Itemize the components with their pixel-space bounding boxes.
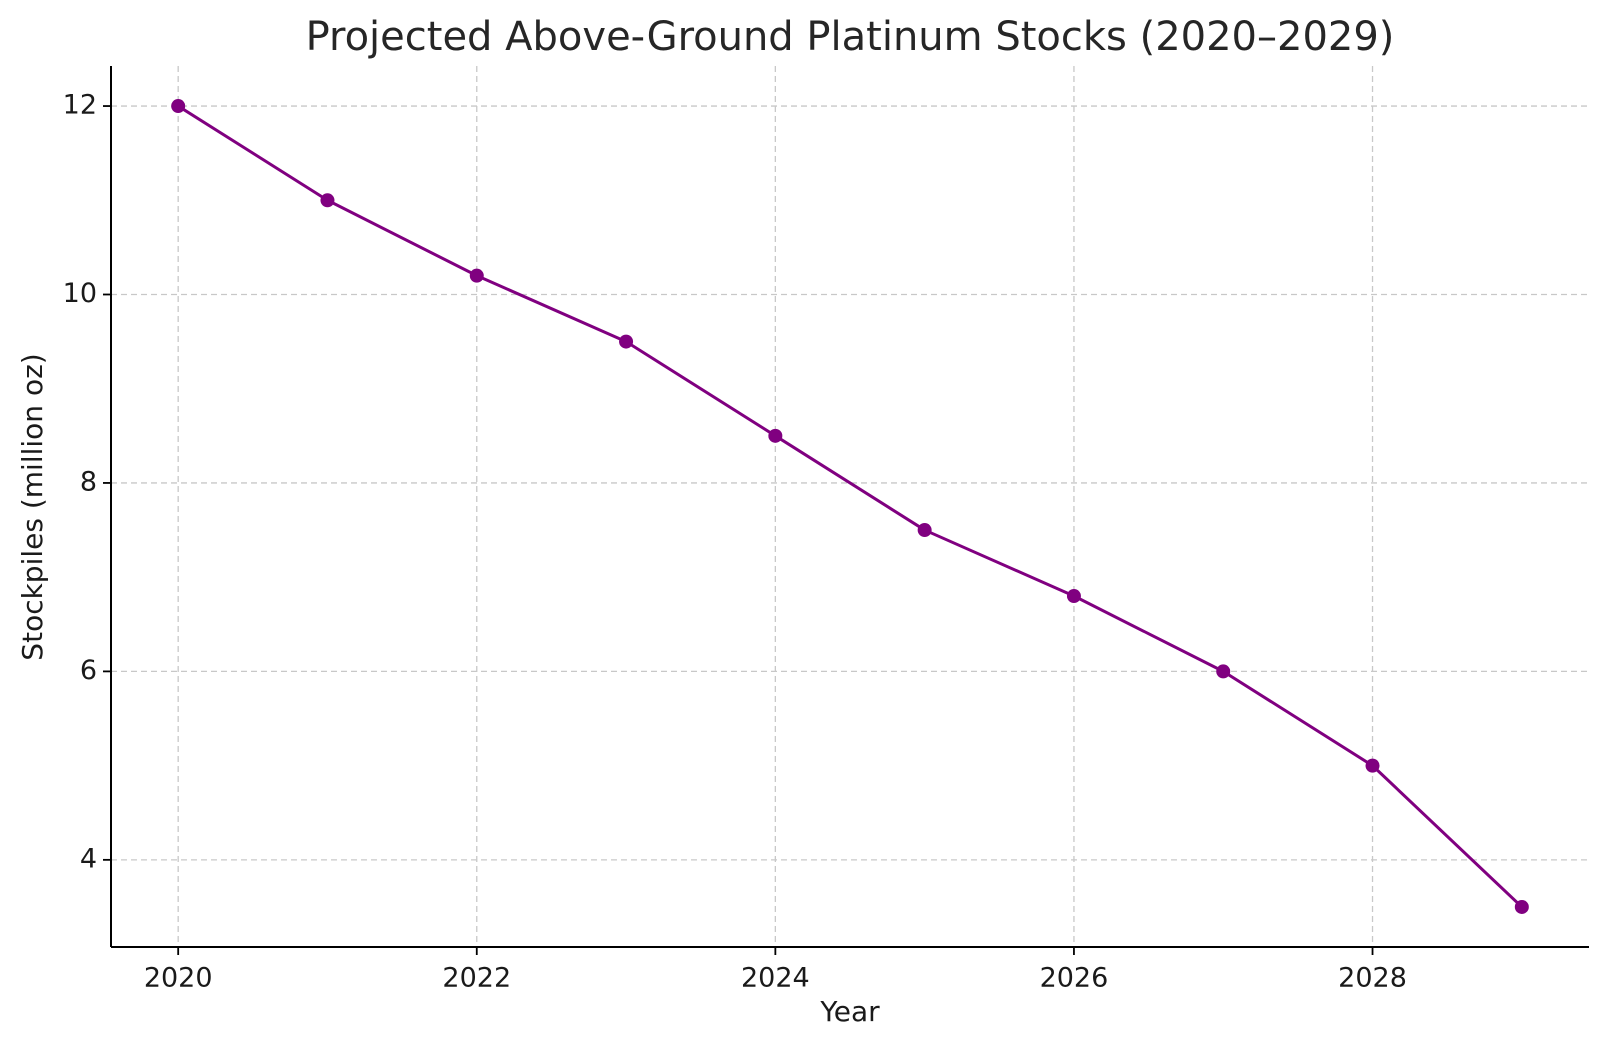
data-point	[768, 428, 783, 443]
series-layer	[171, 99, 1529, 914]
data-point	[171, 99, 186, 114]
y-tick-label: 12	[63, 90, 97, 121]
chart-title: Projected Above-Ground Platinum Stocks (…	[306, 14, 1395, 60]
series-line	[177, 104, 1523, 909]
y-axis-label: Stockpiles (million oz)	[16, 353, 49, 660]
data-point	[1365, 758, 1380, 773]
grid	[111, 66, 1589, 947]
axes: 2020 2022 2024 2026 2028 4 6 8 10 12	[63, 66, 1589, 994]
y-tick-label: 10	[63, 278, 97, 309]
y-tick-label: 6	[80, 655, 97, 686]
y-tick-label: 8	[80, 466, 97, 497]
x-tick-label: 2026	[1040, 963, 1109, 994]
x-tick-label: 2020	[144, 963, 213, 994]
data-point	[619, 334, 634, 349]
y-tick-label: 4	[80, 843, 97, 874]
x-tick-label: 2022	[442, 963, 511, 994]
data-point	[917, 523, 932, 538]
data-point	[320, 193, 335, 208]
x-tick-label: 2028	[1338, 963, 1407, 994]
data-point	[1514, 899, 1529, 914]
data-point	[1066, 589, 1081, 604]
data-point	[1216, 664, 1231, 679]
x-axis-label: Year	[819, 995, 880, 1028]
data-point	[469, 268, 484, 283]
x-tick-label: 2024	[741, 963, 810, 994]
